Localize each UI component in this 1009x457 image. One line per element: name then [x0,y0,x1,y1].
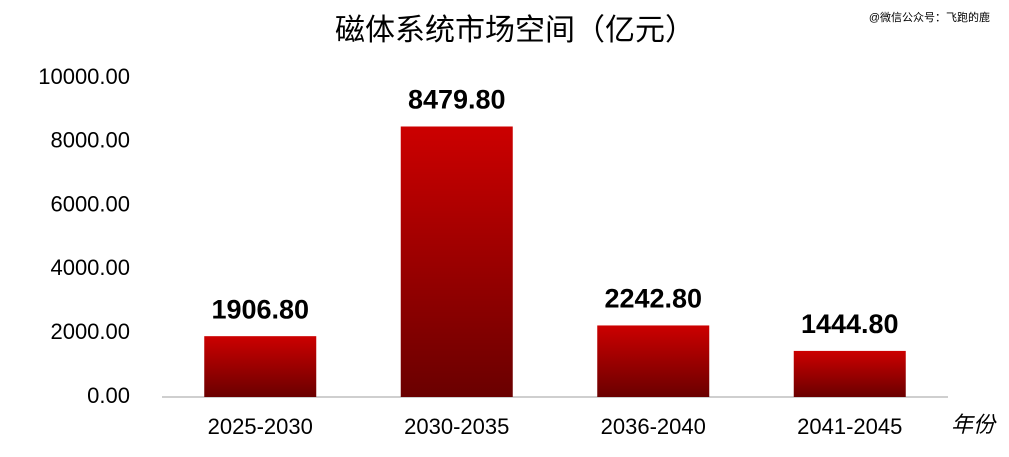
y-tick-label: 0.00 [87,383,130,408]
value-label: 1906.80 [211,294,309,324]
watermark: @微信公众号：飞跑的鹿 [869,10,990,24]
y-tick-label: 4000.00 [50,255,130,280]
value-label: 2242.80 [604,284,702,314]
x-tick-label: 2025-2030 [208,414,313,439]
bar [793,350,906,397]
bar [400,126,513,397]
bar [204,336,317,397]
y-tick-label: 10000.00 [38,64,130,89]
chart-title: 磁体系统市场空间（亿元） [335,14,695,47]
x-tick-label: 2036-2040 [601,414,706,439]
x-axis-label: 年份 [951,412,997,437]
x-tick-label: 2041-2045 [797,414,902,439]
value-label: 8479.80 [408,85,506,115]
y-tick-label: 8000.00 [50,128,130,153]
y-tick-label: 2000.00 [50,319,130,344]
x-tick-label: 2030-2035 [404,414,509,439]
bar [597,325,710,397]
value-label: 1444.80 [801,309,899,339]
y-tick-label: 6000.00 [50,191,130,216]
